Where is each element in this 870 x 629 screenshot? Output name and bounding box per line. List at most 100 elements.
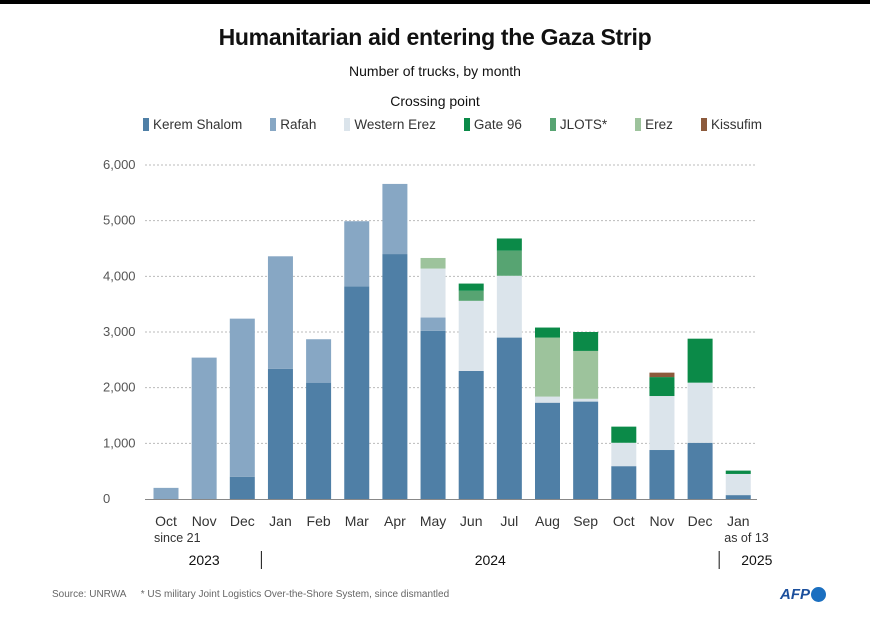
legend-swatch [549, 118, 556, 131]
legend-item: Western Erez [344, 117, 436, 132]
bar-segment-kerem-shalom [573, 401, 599, 499]
x-tick-label: Oct [155, 513, 177, 529]
bar-segment-gate-96 [496, 238, 522, 251]
legend-label: Erez [645, 117, 673, 132]
bar-segment-rafah [267, 256, 293, 369]
bar-segment-western-erez [725, 473, 751, 496]
year-label: 2025 [741, 552, 772, 568]
bar-segment-western-erez [649, 396, 675, 451]
bar-segment-kerem-shalom [382, 254, 408, 499]
bar-segment-jlots- [458, 290, 484, 301]
legend-label: Kissufim [710, 117, 762, 132]
x-tick-note: as of 13 [724, 531, 769, 545]
legend-item: Rafah [270, 117, 316, 132]
bar-segment-kerem-shalom [649, 450, 675, 499]
legend-label: Western Erez [354, 117, 436, 132]
bar-segment-erez [535, 337, 560, 397]
legend-label: JLOTS* [559, 117, 608, 132]
bar-segment-rafah [306, 339, 332, 383]
afp-logo: AFP [780, 586, 826, 603]
bar-segment-kerem-shalom [267, 368, 293, 499]
legend-swatch [270, 118, 277, 131]
bar-segment-kerem-shalom [229, 476, 255, 499]
footnote-text: * US military Joint Logistics Over-the-S… [140, 589, 450, 600]
y-tick-label: 2,000 [103, 380, 136, 395]
bar-segment-kerem-shalom [687, 442, 713, 499]
legend-swatch [463, 118, 470, 131]
bar-segment-western-erez [535, 396, 560, 403]
x-tick-label: Nov [192, 513, 217, 529]
bar-segment-rafah [382, 183, 408, 255]
year-label: 2024 [475, 552, 506, 568]
legend-item: JLOTS* [549, 117, 608, 132]
bar-segment-kerem-shalom [458, 370, 484, 499]
bar-segment-gate-96 [725, 470, 751, 474]
bar-segment-western-erez [496, 275, 522, 338]
afp-logo-dot [811, 587, 826, 602]
y-tick-label: 0 [103, 491, 110, 506]
bar-segment-kerem-shalom [611, 466, 637, 499]
chart-subtitle: Number of trucks, by month [349, 63, 521, 79]
legend: Kerem Shalom Rafah Western Erez Gate 96 JLOT… [143, 117, 790, 132]
legend-swatch [344, 118, 351, 131]
x-tick-label: Oct [613, 513, 635, 529]
bar-segment-gate-96 [687, 338, 713, 383]
bar-segment-western-erez [611, 442, 637, 467]
bar-segment-rafah [229, 318, 255, 477]
bar-segment-gate-96 [573, 332, 599, 351]
x-tick-label: Sep [573, 513, 598, 529]
bar-segment-western-erez [573, 398, 599, 402]
legend-item: Kerem Shalom [143, 117, 242, 132]
x-tick-label: Apr [384, 513, 406, 529]
bar-segment-western-erez [687, 382, 713, 443]
bar-segment-kerem-shalom [344, 286, 370, 499]
legend-item: Erez [635, 117, 673, 132]
legend-swatch [700, 118, 707, 131]
y-tick-label: 4,000 [103, 268, 136, 283]
bar-segment-western-erez [458, 300, 484, 371]
legend-label: Rafah [280, 117, 317, 132]
bar-segment-erez [573, 350, 599, 399]
bar-segment-western-erez [420, 268, 446, 318]
bar-segment-gate-96 [611, 426, 637, 443]
legend-title: Crossing point [390, 93, 480, 109]
x-tick-label: Dec [230, 513, 255, 529]
legend-swatch [143, 118, 149, 131]
legend-item: Gate 96 [463, 117, 522, 132]
bar-segment-kerem-shalom [496, 337, 522, 499]
bar-segment-gate-96 [535, 327, 560, 338]
legend-label: Kerem Shalom [153, 117, 243, 132]
legend-item: Kissufim [700, 117, 762, 132]
bar-segment-kerem-shalom [306, 382, 332, 499]
bar-segment-kerem-shalom [535, 402, 560, 499]
y-tick-label: 3,000 [103, 324, 136, 339]
y-tick-label: 5,000 [103, 213, 136, 228]
bar-segment-rafah [153, 487, 179, 499]
x-tick-label: Nov [649, 513, 674, 529]
chart-title: Humanitarian aid entering the Gaza Strip [218, 24, 652, 50]
bar-segment-kerem-shalom [725, 495, 751, 499]
x-tick-label: Mar [345, 513, 369, 529]
y-tick-label: 1,000 [103, 435, 136, 450]
year-label: 2023 [189, 552, 220, 568]
x-tick-label: Jun [460, 513, 483, 529]
source-text: Source: UNRWA [52, 589, 126, 600]
x-tick-label: Dec [688, 513, 713, 529]
footer: Source: UNRWA * US military Joint Logist… [52, 589, 449, 600]
afp-logo-text: AFP [780, 586, 810, 603]
x-tick-label: Feb [307, 513, 331, 529]
bar-segment-jlots- [496, 250, 522, 276]
x-tick-label: Jan [269, 513, 292, 529]
legend-label: Gate 96 [473, 117, 522, 132]
bar-segment-kerem-shalom [420, 330, 446, 499]
legend-swatch [635, 118, 642, 131]
x-tick-label: Jul [500, 513, 518, 529]
bar-segment-erez [420, 257, 446, 269]
bar-segment-rafah [344, 221, 370, 287]
bar-segment-gate-96 [458, 283, 484, 291]
x-tick-label: Jan [727, 513, 750, 529]
top-bar [0, 0, 870, 4]
bar-segment-gate-96 [649, 377, 675, 397]
